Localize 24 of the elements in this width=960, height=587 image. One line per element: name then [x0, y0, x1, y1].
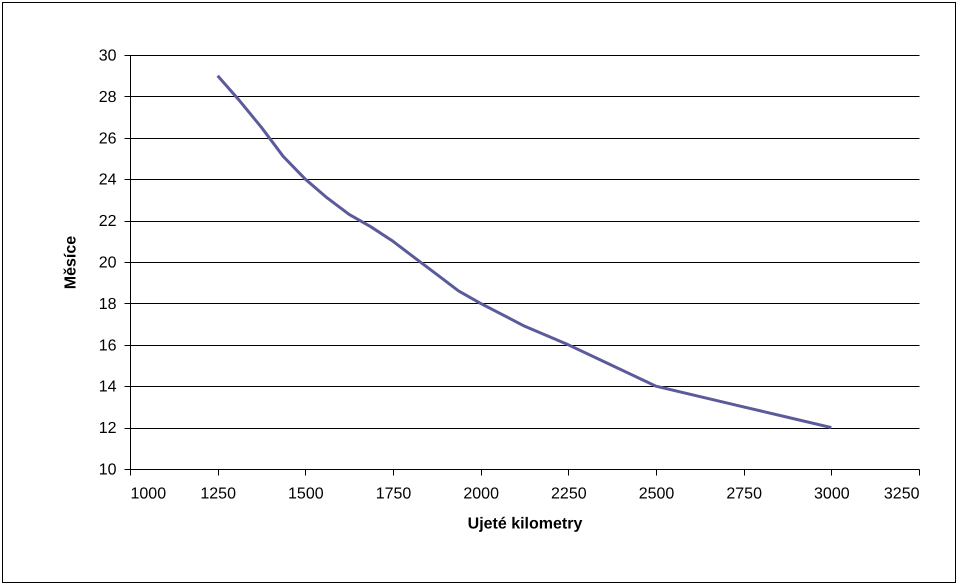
y-axis-title: Měsíce [62, 236, 80, 290]
x-tick-label: 1250 [200, 486, 236, 502]
x-tick-label: 1000 [130, 486, 166, 502]
x-tick-label: 2500 [638, 486, 674, 502]
y-tick-label: 22 [98, 213, 117, 230]
y-tick-label: 16 [98, 337, 117, 354]
y-tick-label: 24 [98, 172, 117, 189]
x-tick-label: 3250 [884, 486, 920, 502]
x-tick-label: 2250 [551, 486, 587, 502]
y-tick-label: 10 [98, 462, 117, 478]
x-tick-label: 1500 [288, 486, 324, 502]
x-tick-label: 1750 [376, 486, 412, 502]
x-axis-title: Ujeté kilometry [468, 516, 582, 532]
y-tick-label: 28 [98, 88, 117, 106]
x-tick-label: 2750 [726, 486, 762, 502]
x-tick-label: 3000 [814, 486, 850, 502]
x-tick-label: 2000 [463, 486, 500, 502]
y-tick-label: 26 [98, 130, 117, 148]
y-tick-label: 20 [98, 254, 117, 272]
y-tick-label: 14 [98, 378, 117, 396]
y-tick-label: 18 [98, 296, 117, 313]
y-tick-label: 30 [98, 48, 117, 64]
line-series [216, 74, 833, 430]
y-tick-label: 12 [98, 420, 117, 438]
